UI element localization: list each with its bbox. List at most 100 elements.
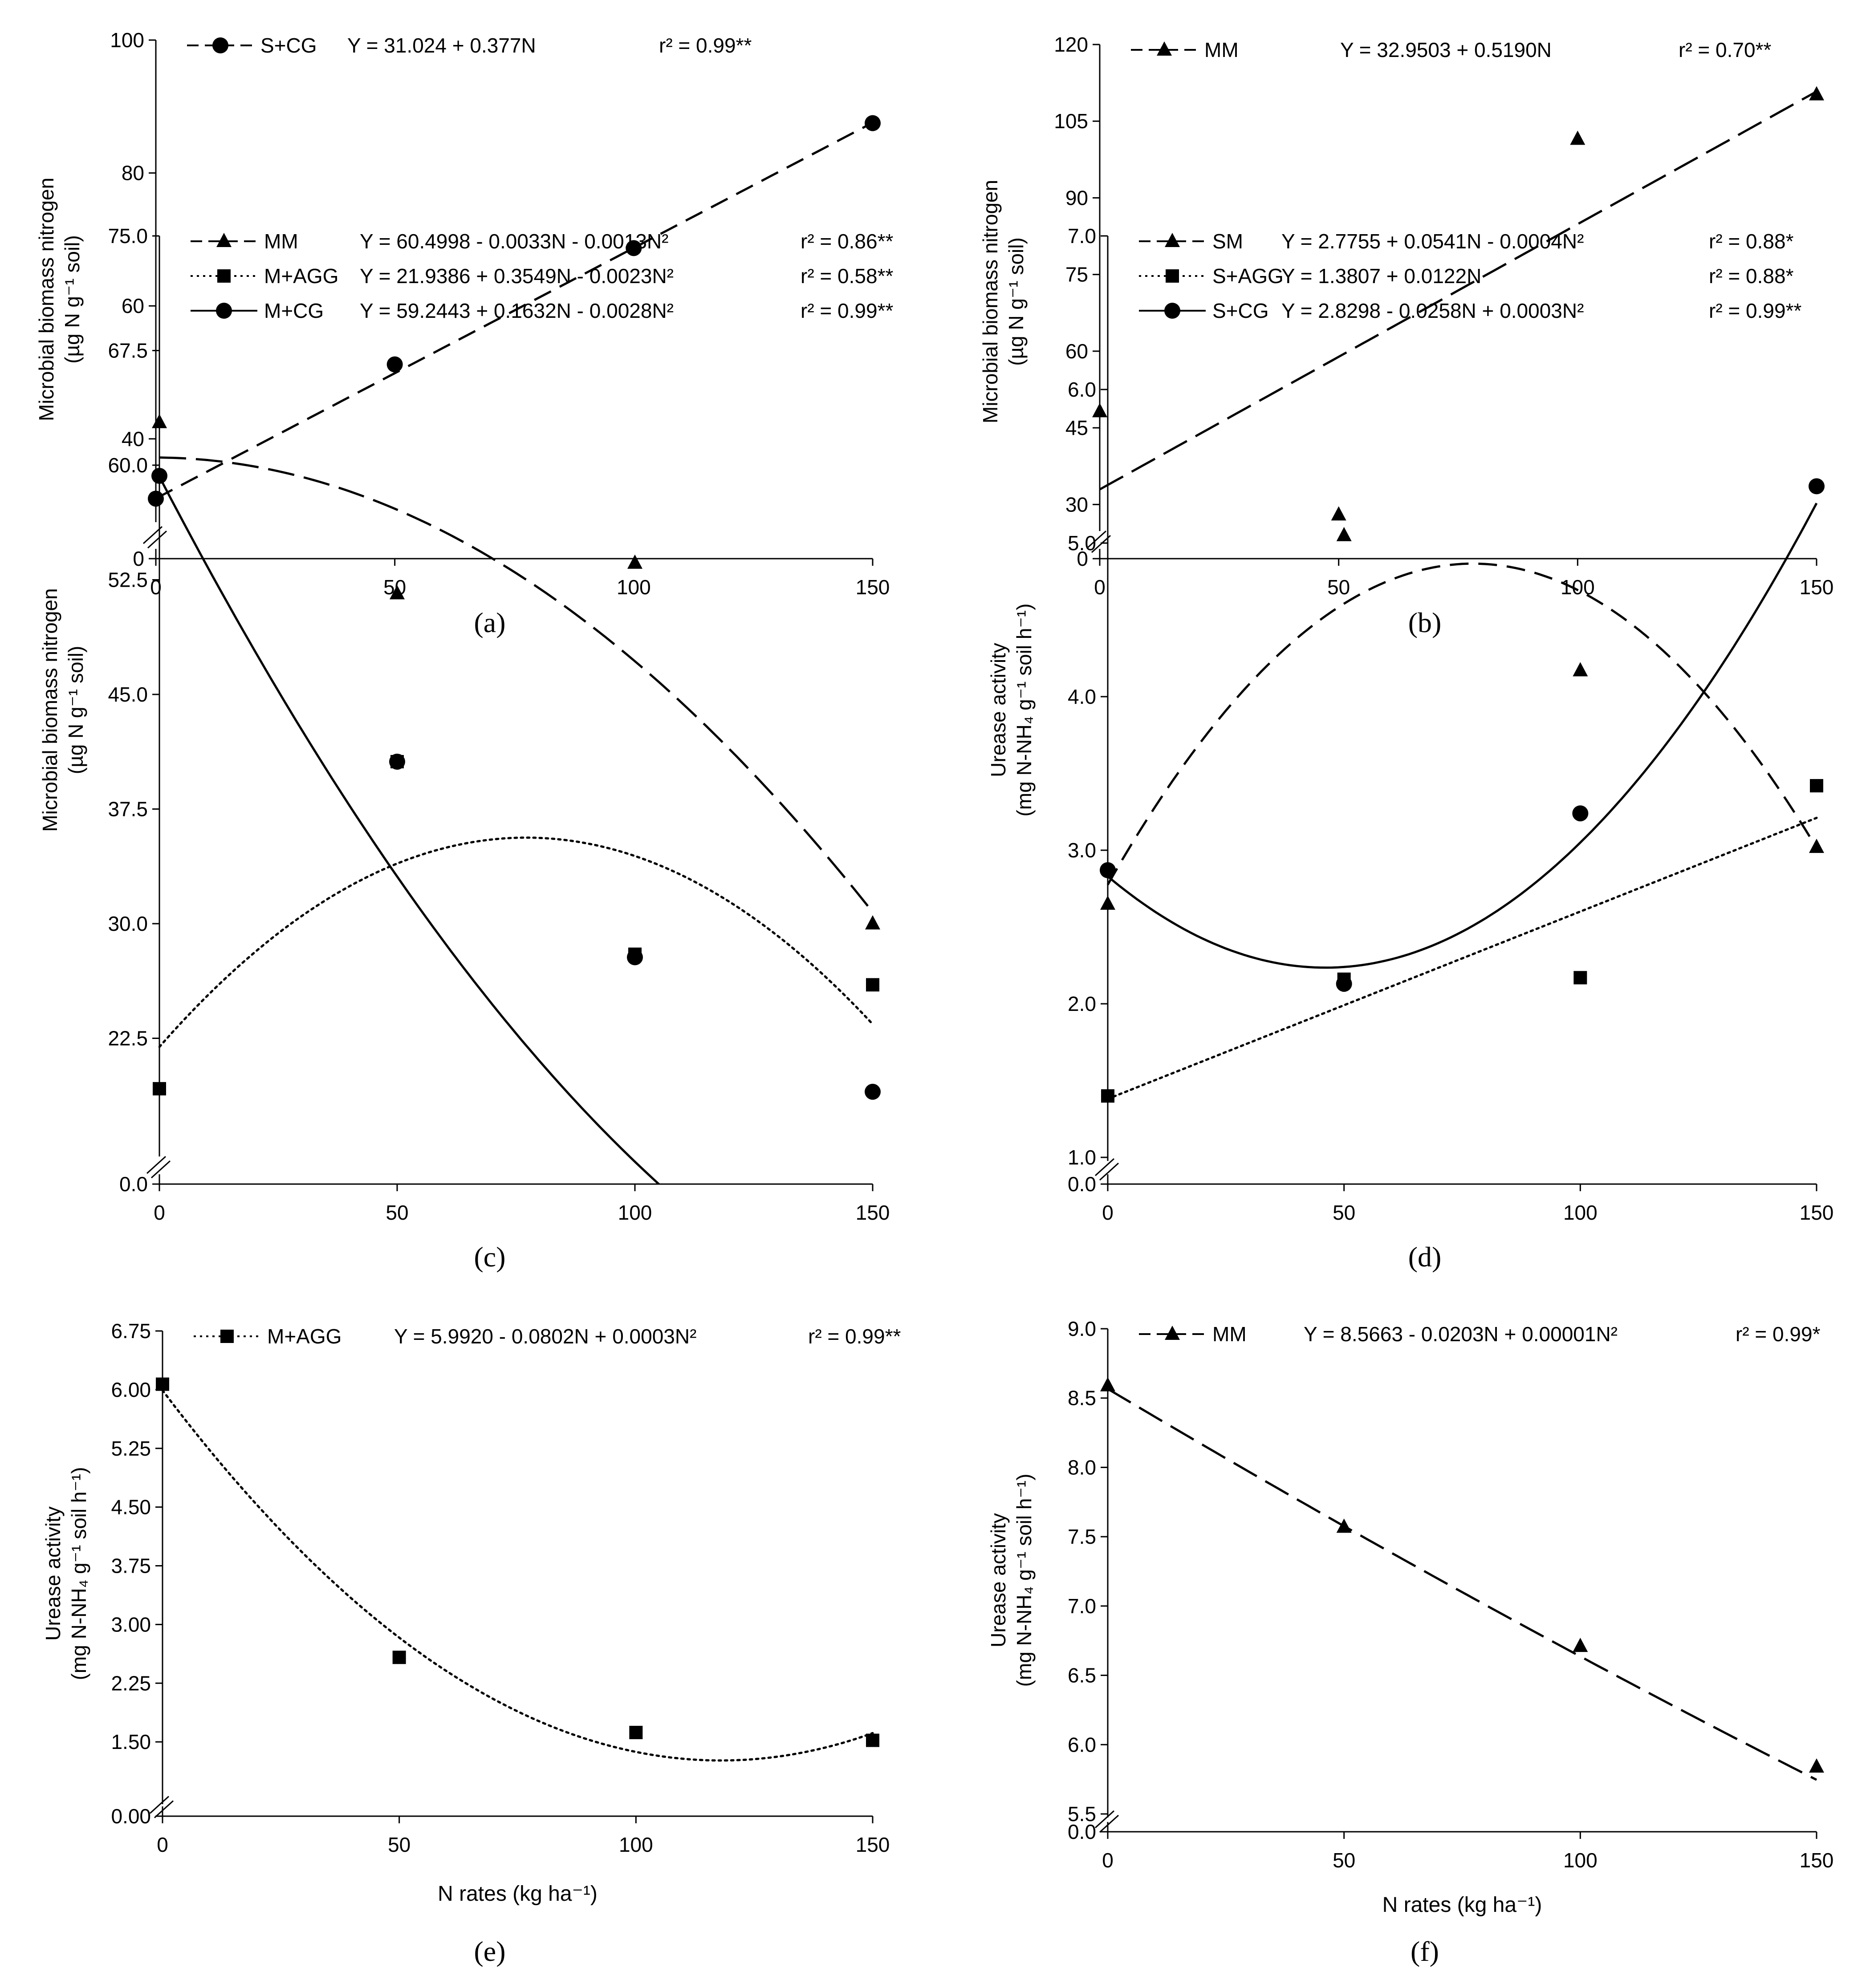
- legend-label: S+CG: [260, 34, 317, 57]
- data-point: [152, 414, 167, 428]
- fit-line: [1107, 816, 1818, 1100]
- y-tick-label-zero: 0: [1077, 547, 1088, 570]
- y-tick-label: 6.0: [1068, 1733, 1096, 1756]
- legend-marker: [220, 1330, 234, 1343]
- series-s-agg: [1101, 779, 1823, 1103]
- y-tick-label: 45.0: [108, 683, 148, 706]
- data-point: [626, 240, 642, 256]
- x-axis-title: N rates (kg ha⁻¹): [1382, 1893, 1542, 1917]
- data-point: [1336, 1518, 1352, 1533]
- y-tick-label: 5.25: [111, 1437, 151, 1460]
- fit-line: [1107, 1388, 1817, 1781]
- x-tick-label: 0: [154, 1201, 165, 1224]
- data-point: [1572, 805, 1589, 822]
- x-tick-label: 100: [617, 576, 651, 599]
- legend: MM Y = 60.4998 - 0.0033N - 0.0013N² r² = 0…: [191, 230, 893, 322]
- r-squared: r² = 0.99**: [659, 34, 752, 57]
- series-m-cg: [151, 468, 881, 1184]
- axis-break-marks: [149, 1796, 174, 1818]
- data-point: [1809, 839, 1824, 853]
- panel-d: 1.0 2.0 3.0 4.0 5.0 6.0 7.0 0.0 0 50 100 150 Urease …: [987, 224, 1833, 1273]
- panel-c: 22.5 30.0 37.5 45.0 52.5 60.0 67.5 75.0 0.0 0 50 10…: [38, 224, 893, 1273]
- legend-marker: [217, 269, 231, 283]
- axis-break-marks: [146, 1156, 171, 1179]
- data-point: [389, 754, 405, 770]
- y-tick-label: 7.0: [1068, 224, 1096, 247]
- fit-line: [162, 1389, 874, 1762]
- legend-marker: [1157, 41, 1172, 56]
- y-tick-label: 2.0: [1068, 992, 1096, 1015]
- regression-equation: Y = 8.5663 - 0.0203N + 0.00001N²: [1304, 1323, 1618, 1346]
- fit-line: [159, 456, 874, 913]
- data-point: [1573, 662, 1588, 677]
- y-tick-label: 3.0: [1068, 839, 1096, 862]
- panel-label: (b): [1408, 607, 1442, 638]
- legend-label: S+AGG: [1212, 264, 1284, 288]
- legend-marker: [1165, 233, 1180, 247]
- legend-label: M+AGG: [267, 1325, 341, 1348]
- panel-label: (a): [474, 607, 505, 638]
- y-axis-title: Microbial biomass nitrogen (µg N g⁻¹ soil…: [38, 588, 87, 832]
- y-tick-label: 30.0: [108, 912, 148, 935]
- y-tick-label-zero: 0.00: [111, 1805, 151, 1828]
- data-point: [151, 468, 167, 484]
- data-point: [1100, 1377, 1115, 1392]
- legend-marker: [216, 233, 232, 247]
- r-squared: r² = 0.99*: [1736, 1323, 1821, 1346]
- y-tick-label: 45: [1065, 416, 1088, 439]
- data-point: [1809, 478, 1825, 495]
- fit-line: [1107, 562, 1818, 885]
- y-tick-label: 80: [122, 162, 144, 185]
- legend: MM Y = 8.5663 - 0.0203N + 0.00001N² r² = 0…: [1139, 1323, 1821, 1346]
- y-tick-label: 7.0: [1068, 1594, 1096, 1618]
- series-m-agg: [156, 1377, 879, 1762]
- data-point: [1573, 971, 1587, 985]
- y-tick-label: 7.5: [1068, 1525, 1096, 1548]
- x-tick-label: 50: [1333, 1849, 1355, 1872]
- regression-equation: Y = 2.7755 + 0.0541N - 0.0004N²: [1281, 230, 1584, 253]
- y-axis-title: Microbial biomass nitrogen (µg N g⁻¹ soil…: [979, 180, 1028, 423]
- data-point: [1336, 527, 1352, 541]
- legend-label: MM: [1212, 1323, 1247, 1346]
- y-tick-label: 3.75: [111, 1554, 151, 1578]
- regression-equation: Y = 5.9920 - 0.0802N + 0.0003N²: [394, 1325, 696, 1348]
- legend-label: S+CG: [1212, 299, 1269, 322]
- data-point: [1573, 1638, 1588, 1652]
- y-axis-title: Urease activity (mg N-NH₄ g⁻¹ soil h⁻¹): [41, 1467, 90, 1680]
- y-tick-label-zero: 0.0: [119, 1173, 148, 1196]
- y-tick-label: 4.50: [111, 1496, 151, 1519]
- x-tick-label: 0: [1102, 1201, 1114, 1224]
- x-tick-label: 0: [157, 1833, 168, 1856]
- x-tick-label: 150: [856, 576, 890, 599]
- r-squared: r² = 0.99**: [801, 299, 893, 322]
- y-tick-label: 67.5: [108, 339, 148, 362]
- y-tick-label: 3.00: [111, 1613, 151, 1636]
- panel-e: 1.50 2.25 3.00 3.75 4.50 5.25 6.00 6.75 0.00 0 50 1…: [41, 1319, 901, 1967]
- series-m-agg: [153, 755, 879, 1095]
- series-mm: [1092, 86, 1824, 521]
- y-tick-label: 60: [1065, 340, 1088, 363]
- panel-label: (e): [474, 1935, 505, 1967]
- y-tick-label: 6.00: [111, 1378, 151, 1401]
- y-tick-label: 52.5: [108, 568, 148, 592]
- x-tick-label: 100: [1563, 1849, 1598, 1872]
- legend: SM Y = 2.7755 + 0.0541N - 0.0004N² r² = 0.…: [1139, 230, 1801, 322]
- legend-marker: [1164, 303, 1180, 319]
- data-point: [865, 1083, 881, 1100]
- fit-line: [155, 122, 874, 500]
- legend-label: SM: [1212, 230, 1243, 253]
- r-squared: r² = 0.99**: [808, 1325, 901, 1348]
- data-point: [153, 1082, 166, 1095]
- panel-label: (d): [1408, 1241, 1442, 1273]
- fit-line: [1107, 503, 1818, 969]
- regression-equation: Y = 2.8298 - 0.0258N + 0.0003N²: [1281, 299, 1584, 322]
- legend: M+AGG Y = 5.9920 - 0.0802N + 0.0003N² r² =…: [194, 1325, 901, 1348]
- y-axis-title: Urease activity (mg N-NH₄ g⁻¹ soil h⁻¹): [987, 604, 1036, 817]
- y-tick-label: 75.0: [108, 224, 148, 247]
- y-tick-label: 1.0: [1068, 1146, 1096, 1169]
- x-tick-label: 50: [1327, 576, 1350, 599]
- legend: MM Y = 32.9503 + 0.5190N r² = 0.70**: [1131, 38, 1771, 61]
- data-point: [386, 356, 403, 373]
